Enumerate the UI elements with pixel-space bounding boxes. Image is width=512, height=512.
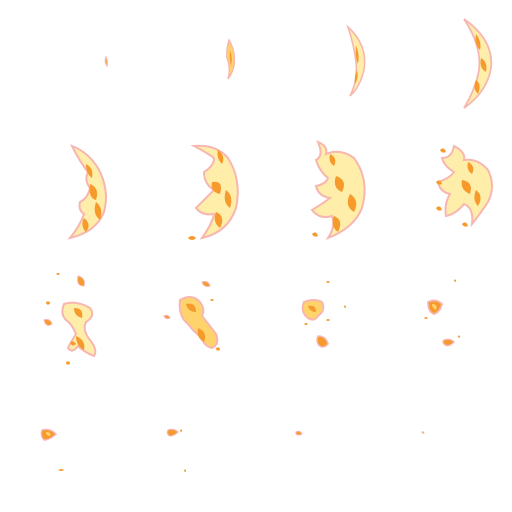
sprite-frame-14 — [128, 384, 256, 512]
sprite-frame-15 — [256, 384, 384, 512]
sprite-frame-2 — [128, 0, 256, 128]
flame-dissipate-12 — [424, 279, 460, 347]
flame-spark-1 — [104, 55, 108, 68]
flame-break-8 — [436, 144, 493, 228]
sprite-frame-8 — [384, 128, 512, 256]
flame-crescent-3 — [346, 24, 366, 97]
flame-burst-10 — [163, 281, 220, 351]
sprite-frame-1 — [0, 0, 128, 128]
sprite-frame-3 — [256, 0, 384, 128]
sprite-frame-13 — [0, 384, 128, 512]
flame-fade-16 — [421, 431, 425, 434]
flame-ember-14 — [166, 428, 186, 472]
sprite-frame-16 — [384, 384, 512, 512]
flame-dissipate-11 — [301, 281, 346, 348]
sprite-frame-10 — [128, 256, 256, 384]
sprite-frame-7 — [256, 128, 384, 256]
sprite-frame-9 — [0, 256, 128, 384]
flame-break-7 — [310, 140, 366, 241]
flame-ember-15 — [295, 430, 303, 436]
sprite-frame-5 — [0, 128, 128, 256]
sprite-frame-11 — [256, 256, 384, 384]
flame-burst-9 — [43, 273, 97, 365]
flame-crescent-6 — [188, 144, 239, 240]
sprite-frame-6 — [128, 128, 256, 256]
flame-crescent-4 — [463, 18, 493, 109]
flame-ember-13 — [40, 428, 64, 471]
flame-flare-2 — [226, 38, 236, 80]
flame-crescent-5 — [67, 144, 107, 240]
sprite-frame-12 — [384, 256, 512, 384]
sprite-frame-4 — [384, 0, 512, 128]
